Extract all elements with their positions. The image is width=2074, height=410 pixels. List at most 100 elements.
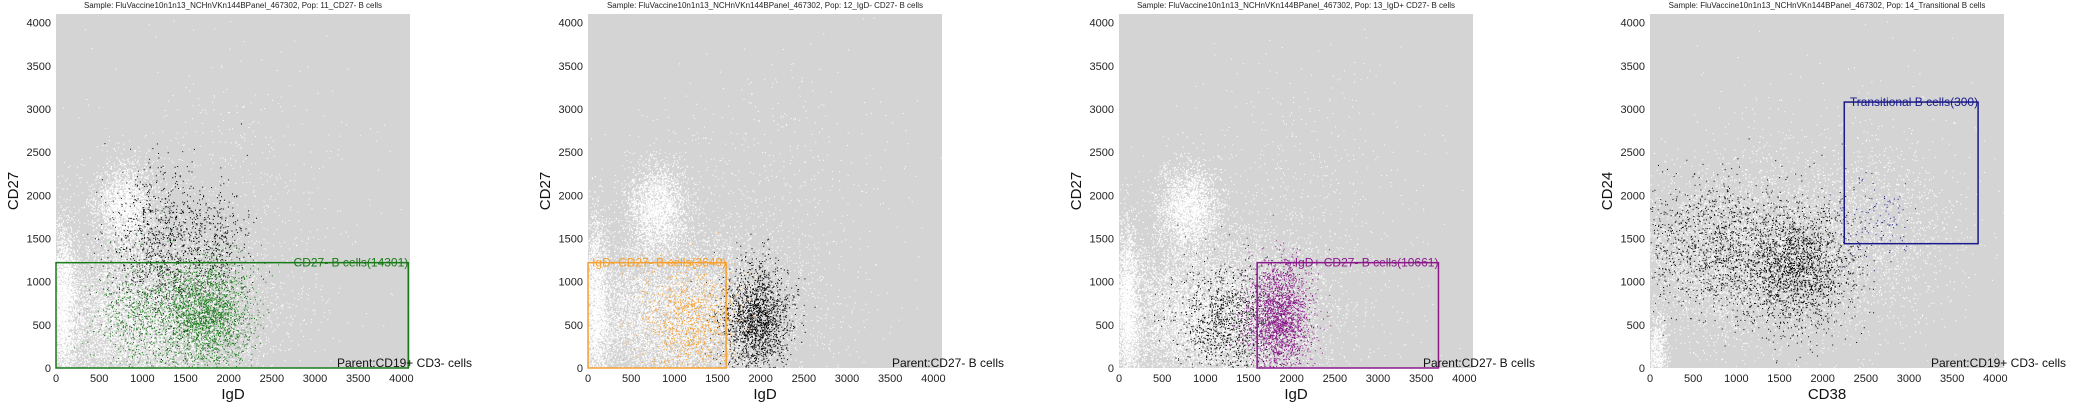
x-tick-label: 0 [1116, 373, 1122, 385]
gate-label: IgD- CD27- B cells(3640) [592, 256, 726, 270]
event-cloud [1650, 99, 1998, 368]
event-dots [1650, 21, 2004, 368]
background-events [588, 17, 942, 368]
event-cloud [56, 166, 347, 368]
y-tick-label: 2000 [1621, 190, 1645, 202]
x-tick-label: 2000 [748, 373, 772, 385]
event-cloud [690, 233, 816, 368]
y-tick-label: 2500 [559, 147, 583, 159]
y-tick-label: 2000 [27, 190, 51, 202]
y-tick-label: 500 [1096, 320, 1114, 332]
parent-label: Parent:CD19+ CD3- cells [337, 356, 472, 370]
parent-label: Parent:CD27- B cells [892, 356, 1004, 370]
gate-label: IgD+ CD27- B cells(10661) [1295, 256, 1439, 270]
y-tick-label: 3500 [27, 61, 51, 73]
x-tick-label: 3500 [878, 373, 902, 385]
gate-rectangle [55, 261, 410, 369]
event-cloud [620, 232, 758, 368]
x-tick-label: 500 [622, 373, 640, 385]
parent-label: Parent:CD19+ CD3- cells [1931, 356, 2066, 370]
x-tick-label: 1500 [1236, 373, 1260, 385]
y-tick-label: 500 [565, 320, 583, 332]
y-tick-label: 2000 [1090, 190, 1114, 202]
x-tick-label: 1000 [130, 373, 154, 385]
scatter-panel-3: IgD+ CD27- B cells(10661) 0 500 1000 1500 200… [1068, 1, 1535, 403]
y-tick-label: 1000 [1621, 277, 1645, 289]
event-cloud [56, 161, 86, 368]
gate-rectangle [587, 261, 727, 369]
x-tick-label: 2000 [1279, 373, 1303, 385]
y-tick-label: 4000 [1621, 18, 1645, 30]
y-tick-label: 2000 [559, 190, 583, 202]
x-tick-label: 2500 [1854, 373, 1878, 385]
event-dots [56, 20, 410, 368]
y-tick-label: 4000 [1090, 18, 1114, 30]
gate-rectangle [1256, 261, 1440, 369]
chart-title: Sample: FluVaccine10n1n13_NCHnVKn144BPan… [84, 1, 382, 10]
background-events [56, 20, 410, 368]
x-tick-label: 500 [1153, 373, 1171, 385]
y-axis-label: CD27 [537, 172, 554, 210]
event-cloud [1119, 177, 1414, 368]
event-cloud [588, 176, 920, 368]
event-dots [588, 17, 942, 368]
x-tick-label: 4000 [389, 373, 413, 385]
y-tick-label: 500 [1627, 320, 1645, 332]
x-tick-label: 2500 [792, 373, 816, 385]
y-axis-label: CD24 [1599, 172, 1616, 210]
gate-label: Transitional B cells(300) [1850, 95, 1978, 109]
chart-title: Sample: FluVaccine10n1n13_NCHnVKn144BPan… [1137, 1, 1455, 10]
chart-title: Sample: FluVaccine10n1n13_NCHnVKn144BPan… [1669, 1, 1986, 10]
background-events [1119, 28, 1464, 368]
gate-label: CD27- B cells(14301) [294, 256, 409, 270]
scatter-panel-2: IgD- CD27- B cells(3640) 0 500 1000 1500 2000… [537, 1, 1004, 403]
x-tick-label: 0 [585, 373, 591, 385]
y-tick-label: 2500 [27, 147, 51, 159]
series-2-events [620, 232, 758, 368]
x-tick-label: 1000 [1724, 373, 1748, 385]
y-tick-label: 500 [33, 320, 51, 332]
event-cloud [1135, 132, 1237, 280]
y-tick-label: 3000 [559, 104, 583, 116]
x-tick-label: 4000 [1983, 373, 2007, 385]
event-cloud [608, 138, 701, 283]
event-cloud [62, 20, 386, 342]
y-tick-label: 1000 [27, 277, 51, 289]
y-tick-label: 1500 [1621, 233, 1645, 245]
series-1-events [690, 233, 816, 368]
y-tick-label: 1500 [1090, 233, 1114, 245]
x-tick-label: 3000 [835, 373, 859, 385]
y-tick-label: 3000 [27, 104, 51, 116]
y-tick-label: 1000 [1090, 277, 1114, 289]
chart-title: Sample: FluVaccine10n1n13_NCHnVKn144BPan… [607, 1, 923, 10]
x-tick-label: 1500 [1767, 373, 1791, 385]
event-cloud [588, 138, 617, 368]
x-tick-label: 3500 [1409, 373, 1433, 385]
y-tick-label: 0 [1108, 363, 1114, 375]
y-tick-label: 3000 [1621, 104, 1645, 116]
y-tick-label: 0 [1639, 363, 1645, 375]
y-tick-label: 3500 [559, 61, 583, 73]
x-tick-label: 3000 [1897, 373, 1921, 385]
x-tick-label: 500 [90, 373, 108, 385]
event-cloud [73, 143, 171, 296]
y-tick-label: 0 [45, 363, 51, 375]
y-tick-label: 4000 [559, 18, 583, 30]
y-tick-label: 3500 [1621, 61, 1645, 73]
series-1-events [1144, 224, 1300, 368]
x-tick-label: 4000 [921, 373, 945, 385]
x-axis-label: IgD [1284, 386, 1308, 403]
y-tick-label: 1500 [27, 233, 51, 245]
y-tick-label: 0 [577, 363, 583, 375]
x-tick-label: 3500 [1940, 373, 1964, 385]
y-tick-label: 2500 [1621, 147, 1645, 159]
y-tick-label: 3500 [1090, 61, 1114, 73]
parent-label: Parent:CD27- B cells [1423, 356, 1535, 370]
x-tick-label: 500 [1684, 373, 1702, 385]
x-axis-label: IgD [221, 386, 245, 403]
x-tick-label: 4000 [1452, 373, 1476, 385]
y-axis-label: CD27 [5, 172, 22, 210]
background-events [1650, 21, 2004, 368]
x-tick-label: 0 [1647, 373, 1653, 385]
y-tick-label: 4000 [27, 18, 51, 30]
